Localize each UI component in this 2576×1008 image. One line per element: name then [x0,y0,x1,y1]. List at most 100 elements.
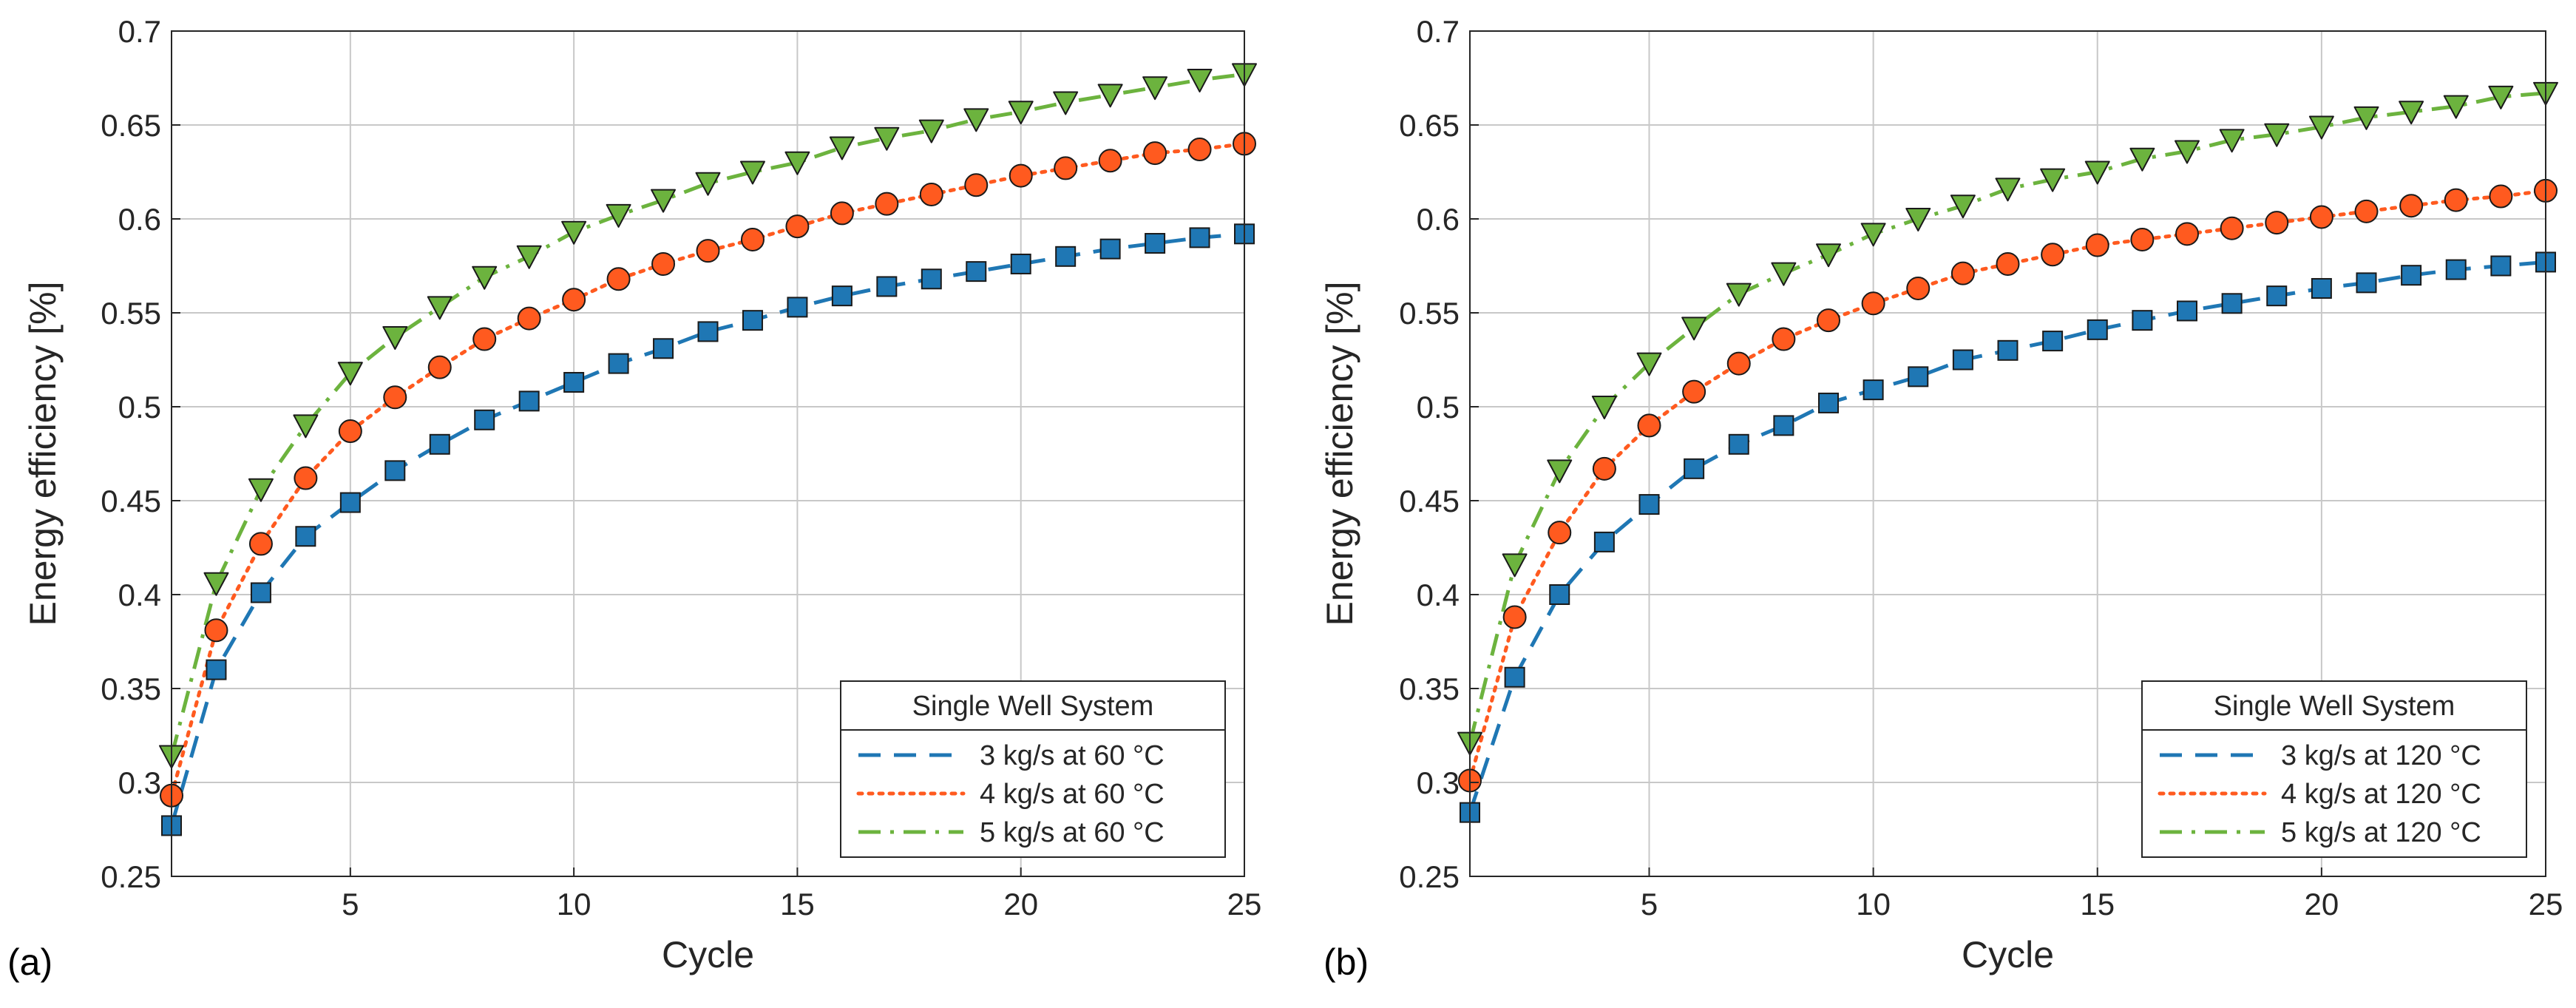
data-point-marker [918,119,944,143]
legend-entries: 3 kg/s at 120 °C 4 kg/s at 120 °C 5 kg/s a… [2158,740,2481,848]
data-point-marker [2132,310,2153,331]
data-point-marker [1684,458,1705,479]
legend-entry: 3 kg/s at 120 °C [2160,740,2481,771]
data-point-marker [2220,216,2244,240]
data-point-marker [383,385,407,410]
data-point-marker [1638,494,1660,515]
data-point-marker [829,136,855,160]
data-point-marker [1189,227,1210,248]
data-point-marker [429,433,450,455]
series-markers [1460,251,2556,823]
data-point-marker [919,182,943,206]
data-point-marker [2353,106,2379,130]
data-point-marker [1816,243,1841,268]
plot-frame [171,30,1245,877]
y-tick-label: 0.5 [118,390,161,424]
data-point-marker [1682,379,1706,404]
data-point-marker [384,460,406,481]
data-point-marker [2444,188,2468,212]
legend-label: 4 kg/s at 60 °C [980,779,1165,810]
data-point-marker [1502,605,1527,629]
legend-entry: 5 kg/s at 60 °C [858,817,1165,848]
data-point-marker [606,267,631,291]
data-point-marker [204,618,228,643]
data-point-marker [740,227,765,251]
data-point-marker [1772,327,1796,351]
data-point-marker [695,172,721,196]
data-point-marker [875,192,899,216]
data-point-marker [2040,168,2066,192]
data-point-marker [1187,138,1212,162]
series-layer [159,63,1257,836]
y-tick-label: 0.45 [101,484,161,518]
series-markers [159,63,1257,769]
data-point-marker [2309,205,2333,229]
x-axis-title: Cycle [1962,934,2054,975]
data-point-marker [2443,95,2469,119]
data-point-marker [2084,160,2110,185]
data-point-marker [250,582,271,603]
data-point-marker [784,151,810,175]
data-point-marker [696,239,720,263]
data-point-marker [1905,208,1931,231]
x-tick-label: 20 [2305,887,2339,921]
data-point-marker [2265,211,2289,235]
data-point-marker [338,419,362,444]
legend-entries: 3 kg/s at 60 °C 4 kg/s at 60 °C 5 kg/s at … [856,740,1165,848]
data-point-marker [608,353,629,374]
legend-entry: 4 kg/s at 60 °C [856,779,1165,810]
data-point-marker [2490,255,2512,277]
y-axis-title: Energy efficiency [%] [22,282,64,626]
data-point-marker [1098,149,1122,173]
y-tick-label: 0.7 [1417,14,1460,49]
data-point-marker [472,327,497,351]
data-point-marker [382,326,408,351]
y-tick-label: 0.4 [118,578,161,612]
data-point-marker [2175,222,2199,246]
data-point-marker [1862,379,1884,401]
data-point-marker [1818,392,1839,413]
data-point-marker [606,203,631,228]
data-point-marker [474,409,495,430]
data-point-marker [1860,223,1886,247]
data-point-marker [1502,553,1528,578]
data-point-marker [2221,293,2243,314]
y-tick-label: 0.35 [101,672,161,706]
y-tick-label: 0.25 [101,859,161,894]
data-point-marker [653,338,674,359]
data-point-marker [963,108,989,132]
y-tick-label: 0.3 [118,765,161,800]
legend-label: 3 kg/s at 120 °C [2281,740,2481,771]
data-point-marker [2130,227,2155,251]
x-tick-label: 10 [1856,887,1891,921]
x-tick-label: 15 [2080,887,2115,921]
data-point-marker [2219,129,2245,153]
data-point-marker [1055,246,1077,267]
data-point-marker [1817,308,1840,333]
legend-label: 5 kg/s at 60 °C [980,817,1165,848]
data-point-marker [966,261,987,283]
data-point-marker [739,160,765,185]
data-point-marker [203,572,229,596]
panel-label: (a) [7,941,52,983]
x-tick-label: 5 [1641,887,1658,921]
y-tick-label: 0.55 [1399,296,1460,331]
data-point-marker [1097,84,1123,108]
data-point-marker [339,492,361,513]
data-point-marker [1099,238,1121,260]
y-axis-title: Energy efficiency [%] [1319,282,1360,626]
data-point-marker [1726,283,1752,307]
data-point-marker [831,285,853,307]
legend-entry: 5 kg/s at 120 °C [2160,817,2481,848]
legend-title: Single Well System [912,691,1154,722]
x-tick-label: 20 [1003,887,1038,921]
data-point-marker [876,276,898,297]
legend-title-box [840,680,1226,731]
chart-panel-b: 5 10 15 20 25 0.25 0.3 0.35 0.4 0.45 0.5 0.55 0.6 0.6… [1319,14,2563,983]
series-layer [1457,81,2558,823]
data-point-marker [2129,147,2155,172]
series-markers [1457,81,2558,756]
panel-label: (b) [1323,941,1369,983]
data-point-marker [1592,456,1616,481]
data-point-marker [1637,413,1661,438]
